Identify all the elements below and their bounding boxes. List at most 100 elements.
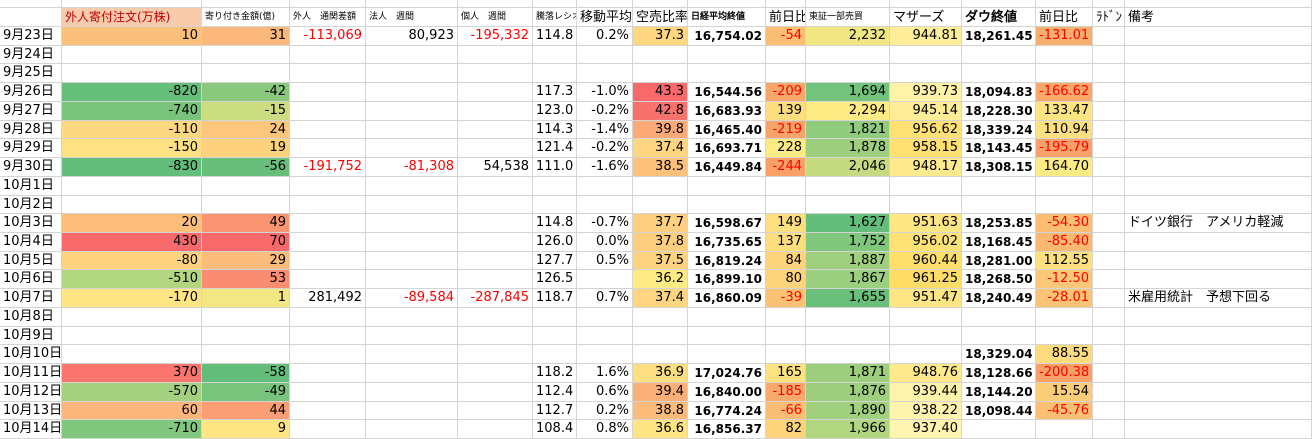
- data-cell: [290, 251, 366, 271]
- data-cell: [577, 195, 633, 215]
- data-cell: [577, 64, 633, 84]
- data-cell: [688, 195, 766, 215]
- data-cell: [366, 307, 458, 327]
- data-cell: [890, 345, 962, 365]
- data-cell: -0.2%: [577, 101, 633, 121]
- data-cell: [366, 83, 458, 102]
- data-cell: [458, 101, 533, 121]
- data-cell: [458, 45, 533, 65]
- data-cell: 16,735.65: [688, 233, 766, 252]
- data-cell: [202, 176, 290, 196]
- remark: [1125, 401, 1312, 421]
- data-cell: [688, 326, 766, 346]
- row-date: 10月11日: [0, 364, 62, 383]
- row-date: 9月28日: [0, 120, 62, 140]
- data-cell: 0.0%: [577, 233, 633, 252]
- data-cell: [577, 307, 633, 327]
- data-cell: 281,492: [290, 289, 366, 308]
- data-cell: -110: [62, 120, 202, 140]
- data-cell: 18,261.45: [962, 27, 1036, 46]
- data-cell: [366, 345, 458, 365]
- data-cell: [1093, 27, 1125, 46]
- sheet-strip: [1036, 0, 1093, 8]
- data-cell: [890, 176, 962, 196]
- data-cell: 164.70: [1036, 158, 1093, 177]
- data-cell: [806, 307, 890, 327]
- data-cell: -0.7%: [577, 214, 633, 233]
- data-cell: 16,899.10: [688, 270, 766, 290]
- column-header: 騰落レシオ: [533, 8, 577, 27]
- data-cell: 16,774.24: [688, 401, 766, 421]
- sheet-strip: [366, 0, 458, 8]
- data-cell: [62, 64, 202, 84]
- data-cell: [458, 139, 533, 159]
- data-cell: 126.0: [533, 233, 577, 252]
- data-cell: 1,821: [806, 120, 890, 140]
- data-cell: [890, 64, 962, 84]
- sheet-strip: [688, 0, 766, 8]
- data-cell: [458, 382, 533, 402]
- sheet-strip: [962, 0, 1036, 8]
- data-cell: [1093, 64, 1125, 84]
- data-cell: [290, 270, 366, 290]
- data-cell: 70: [202, 233, 290, 252]
- remark: [1125, 27, 1312, 46]
- remark: [1125, 233, 1312, 252]
- data-cell: 88.55: [1036, 345, 1093, 365]
- data-cell: [458, 270, 533, 290]
- data-cell: 108.4: [533, 420, 577, 439]
- row-date: 10月6日: [0, 270, 62, 290]
- data-cell: -219: [766, 120, 806, 140]
- data-cell: 84: [766, 251, 806, 271]
- data-cell: [290, 233, 366, 252]
- data-cell: -39: [766, 289, 806, 308]
- row-date: 9月29日: [0, 139, 62, 159]
- data-cell: 82: [766, 420, 806, 439]
- data-cell: [366, 382, 458, 402]
- data-cell: [458, 120, 533, 140]
- data-cell: 19: [202, 139, 290, 159]
- data-cell: 938.22: [890, 401, 962, 421]
- data-cell: 945.14: [890, 101, 962, 121]
- data-cell: [62, 345, 202, 365]
- data-cell: [290, 83, 366, 102]
- row-date: 9月27日: [0, 101, 62, 121]
- data-cell: 112.55: [1036, 251, 1093, 271]
- data-cell: [1093, 120, 1125, 140]
- data-cell: -830: [62, 158, 202, 177]
- data-cell: 948.76: [890, 364, 962, 383]
- data-cell: 956.62: [890, 120, 962, 140]
- remark: [1125, 120, 1312, 140]
- data-cell: 1,878: [806, 139, 890, 159]
- sheet-strip: [533, 0, 577, 8]
- column-header: ダウ終値: [962, 8, 1036, 27]
- row-date: 10月5日: [0, 251, 62, 271]
- data-cell: [890, 326, 962, 346]
- data-cell: [366, 251, 458, 271]
- data-cell: [62, 176, 202, 196]
- data-cell: 16,754.02: [688, 27, 766, 46]
- data-cell: 36.6: [633, 420, 688, 439]
- data-cell: [962, 326, 1036, 346]
- data-cell: [290, 382, 366, 402]
- data-cell: 1: [202, 289, 290, 308]
- data-cell: 54,538: [458, 158, 533, 177]
- data-cell: [577, 176, 633, 196]
- sheet-strip: [290, 0, 366, 8]
- remark: [1125, 101, 1312, 121]
- data-cell: -820: [62, 83, 202, 102]
- data-cell: 16,693.71: [688, 139, 766, 159]
- data-cell: [1093, 420, 1125, 439]
- data-cell: 39.4: [633, 382, 688, 402]
- row-date: 10月8日: [0, 307, 62, 327]
- data-cell: [1093, 401, 1125, 421]
- data-cell: -0.2%: [577, 139, 633, 159]
- data-cell: 37.5: [633, 251, 688, 271]
- data-cell: [290, 401, 366, 421]
- sheet-strip: [890, 0, 962, 8]
- data-cell: [806, 326, 890, 346]
- data-cell: -28.01: [1036, 289, 1093, 308]
- data-cell: [633, 176, 688, 196]
- data-cell: [1093, 326, 1125, 346]
- data-cell: [458, 251, 533, 271]
